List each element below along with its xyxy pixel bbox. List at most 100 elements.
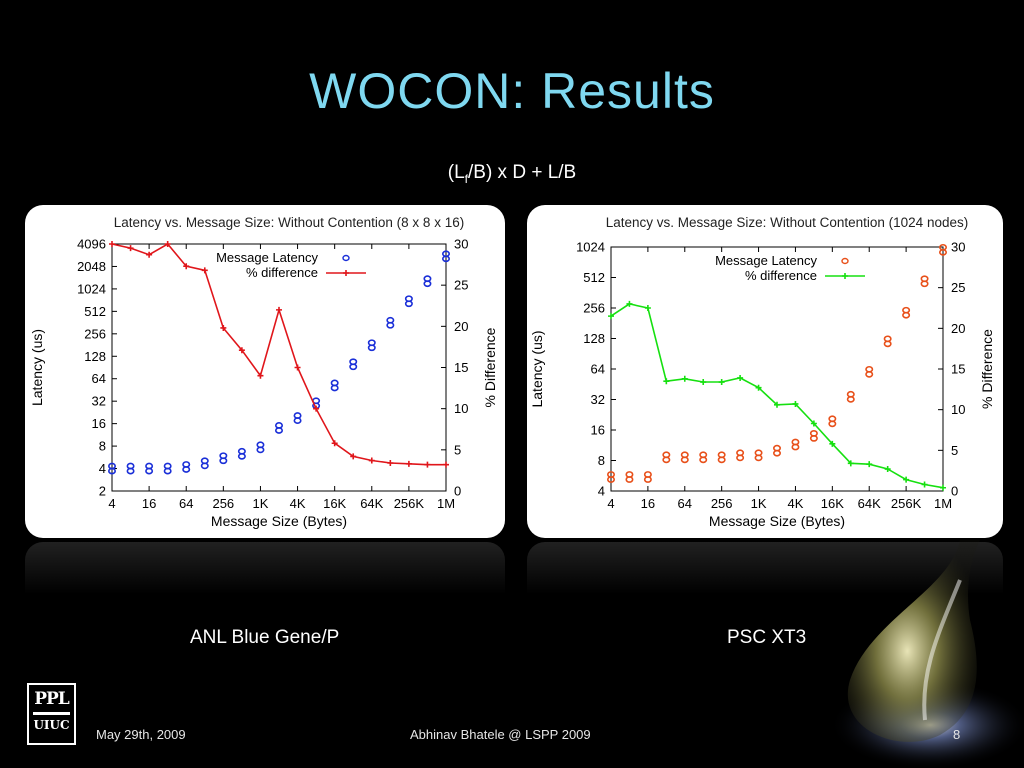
latency-point <box>330 384 339 392</box>
latency-point <box>182 466 191 473</box>
latency-point <box>367 344 376 352</box>
latency-point <box>717 456 726 464</box>
y2-tick-label: 25 <box>454 278 468 293</box>
percent-difference-point <box>350 453 357 460</box>
y2-tick-label: 25 <box>951 280 965 295</box>
chart-blue-gene: Latency vs. Message Size: Without Conten… <box>29 215 498 529</box>
percent-difference-point <box>424 461 431 468</box>
y-tick-label: 8 <box>99 439 106 454</box>
y-tick-label: 256 <box>84 326 106 341</box>
latency-point <box>625 476 634 483</box>
latency-point <box>441 255 450 263</box>
chart-title: Latency vs. Message Size: Without Conten… <box>114 215 464 230</box>
latency-point <box>126 467 135 475</box>
latency-point <box>108 467 117 475</box>
caption-blue-gene: ANL Blue Gene/P <box>190 627 340 648</box>
y-tick-label: 32 <box>591 392 605 407</box>
percent-difference-point <box>313 405 320 412</box>
percent-difference-point <box>183 263 190 270</box>
chart-xt3: Latency vs. Message Size: Without Conten… <box>529 215 995 529</box>
latency-point <box>883 340 892 348</box>
percent-difference-point <box>792 400 799 407</box>
latency-point <box>680 456 689 464</box>
y2-tick-label: 15 <box>951 362 965 377</box>
y2-tick-label: 30 <box>951 240 965 255</box>
y-tick-label: 64 <box>591 362 605 377</box>
latency-point <box>423 280 432 288</box>
percent-difference-point <box>146 251 153 258</box>
percent-difference-point <box>608 313 614 320</box>
latency-point <box>846 395 855 403</box>
latency-point <box>791 443 800 451</box>
y-tick-label: 1024 <box>77 281 106 296</box>
page-number: 8 <box>953 727 961 742</box>
legend-label-difference: % difference <box>246 265 318 280</box>
latency-point <box>643 476 652 483</box>
y-tick-label: 16 <box>92 416 106 431</box>
y-tick-label: 2048 <box>77 259 106 274</box>
percent-difference-point <box>774 401 780 408</box>
x-tick-label: 16K <box>821 496 844 511</box>
percent-difference-point <box>644 305 651 311</box>
y2-axis-label: % Difference <box>482 327 498 407</box>
x-tick-label: 4K <box>290 496 306 511</box>
x-tick-label: 256 <box>711 496 733 511</box>
percent-difference-point <box>201 267 208 274</box>
latency-point <box>828 420 837 428</box>
chart-panel-blue-gene: Latency vs. Message Size: Without Conten… <box>25 205 505 538</box>
latency-point <box>386 321 395 329</box>
y-tick-label: 4 <box>99 461 106 476</box>
y2-axis-label: % Difference <box>979 329 995 409</box>
latency-point <box>865 370 874 378</box>
percent-difference-point <box>257 372 264 379</box>
x-tick-label: 4K <box>787 496 803 511</box>
formula-post: /B) x D + L/B <box>468 162 577 183</box>
y-tick-label: 1024 <box>576 240 605 255</box>
x-axis-label: Message Size (Bytes) <box>709 513 845 529</box>
percent-difference-point <box>921 481 928 488</box>
logo-bottom-text: UIUC <box>33 718 70 732</box>
latency-point <box>293 417 302 424</box>
x-tick-label: 64K <box>360 496 383 511</box>
percent-difference-point <box>903 476 910 483</box>
latency-point <box>607 476 616 483</box>
y-axis-label: Latency (us) <box>529 330 545 407</box>
legend-label-latency: Message Latency <box>216 250 318 265</box>
y2-tick-label: 20 <box>454 319 468 334</box>
latency-point <box>938 248 947 256</box>
x-tick-label: 256 <box>212 496 234 511</box>
latency-point <box>163 467 172 475</box>
chart-panel-xt3: Latency vs. Message Size: Without Conten… <box>527 205 1003 538</box>
x-tick-label: 16K <box>323 496 346 511</box>
percent-difference-point <box>443 461 449 468</box>
y2-tick-label: 5 <box>951 443 958 458</box>
percent-difference-point <box>884 466 891 473</box>
y2-tick-label: 10 <box>454 401 468 416</box>
percent-difference-point <box>718 379 725 386</box>
y2-tick-label: 5 <box>454 442 461 457</box>
legend-marker-latency <box>342 254 350 262</box>
footer-author: Abhinav Bhatele @ LSPP 2009 <box>410 727 591 742</box>
y-tick-label: 2 <box>99 484 106 499</box>
x-tick-label: 1M <box>437 496 455 511</box>
percent-difference-point <box>940 484 946 491</box>
latency-point <box>773 449 782 457</box>
y-tick-label: 4 <box>598 484 605 499</box>
formula-subscript: f <box>464 171 468 186</box>
caption-xt3: PSC XT3 <box>727 627 807 648</box>
x-tick-label: 64 <box>179 496 193 511</box>
percent-difference-point <box>220 324 227 331</box>
y2-tick-label: 30 <box>454 237 468 252</box>
chart-reflection-left <box>25 542 505 612</box>
legend-label-difference: % difference <box>745 268 817 283</box>
legend-marker-latency <box>841 257 849 265</box>
y-tick-label: 64 <box>92 371 106 386</box>
latency-point <box>275 427 284 434</box>
x-tick-label: 16 <box>641 496 655 511</box>
x-tick-label: 64 <box>678 496 692 511</box>
ppl-uiuc-logo: PPL UIUC <box>27 683 76 745</box>
plot-frame <box>610 246 944 492</box>
percent-difference-point <box>164 241 171 247</box>
percent-difference-point <box>810 420 817 427</box>
footer-date: May 29th, 2009 <box>96 727 186 742</box>
